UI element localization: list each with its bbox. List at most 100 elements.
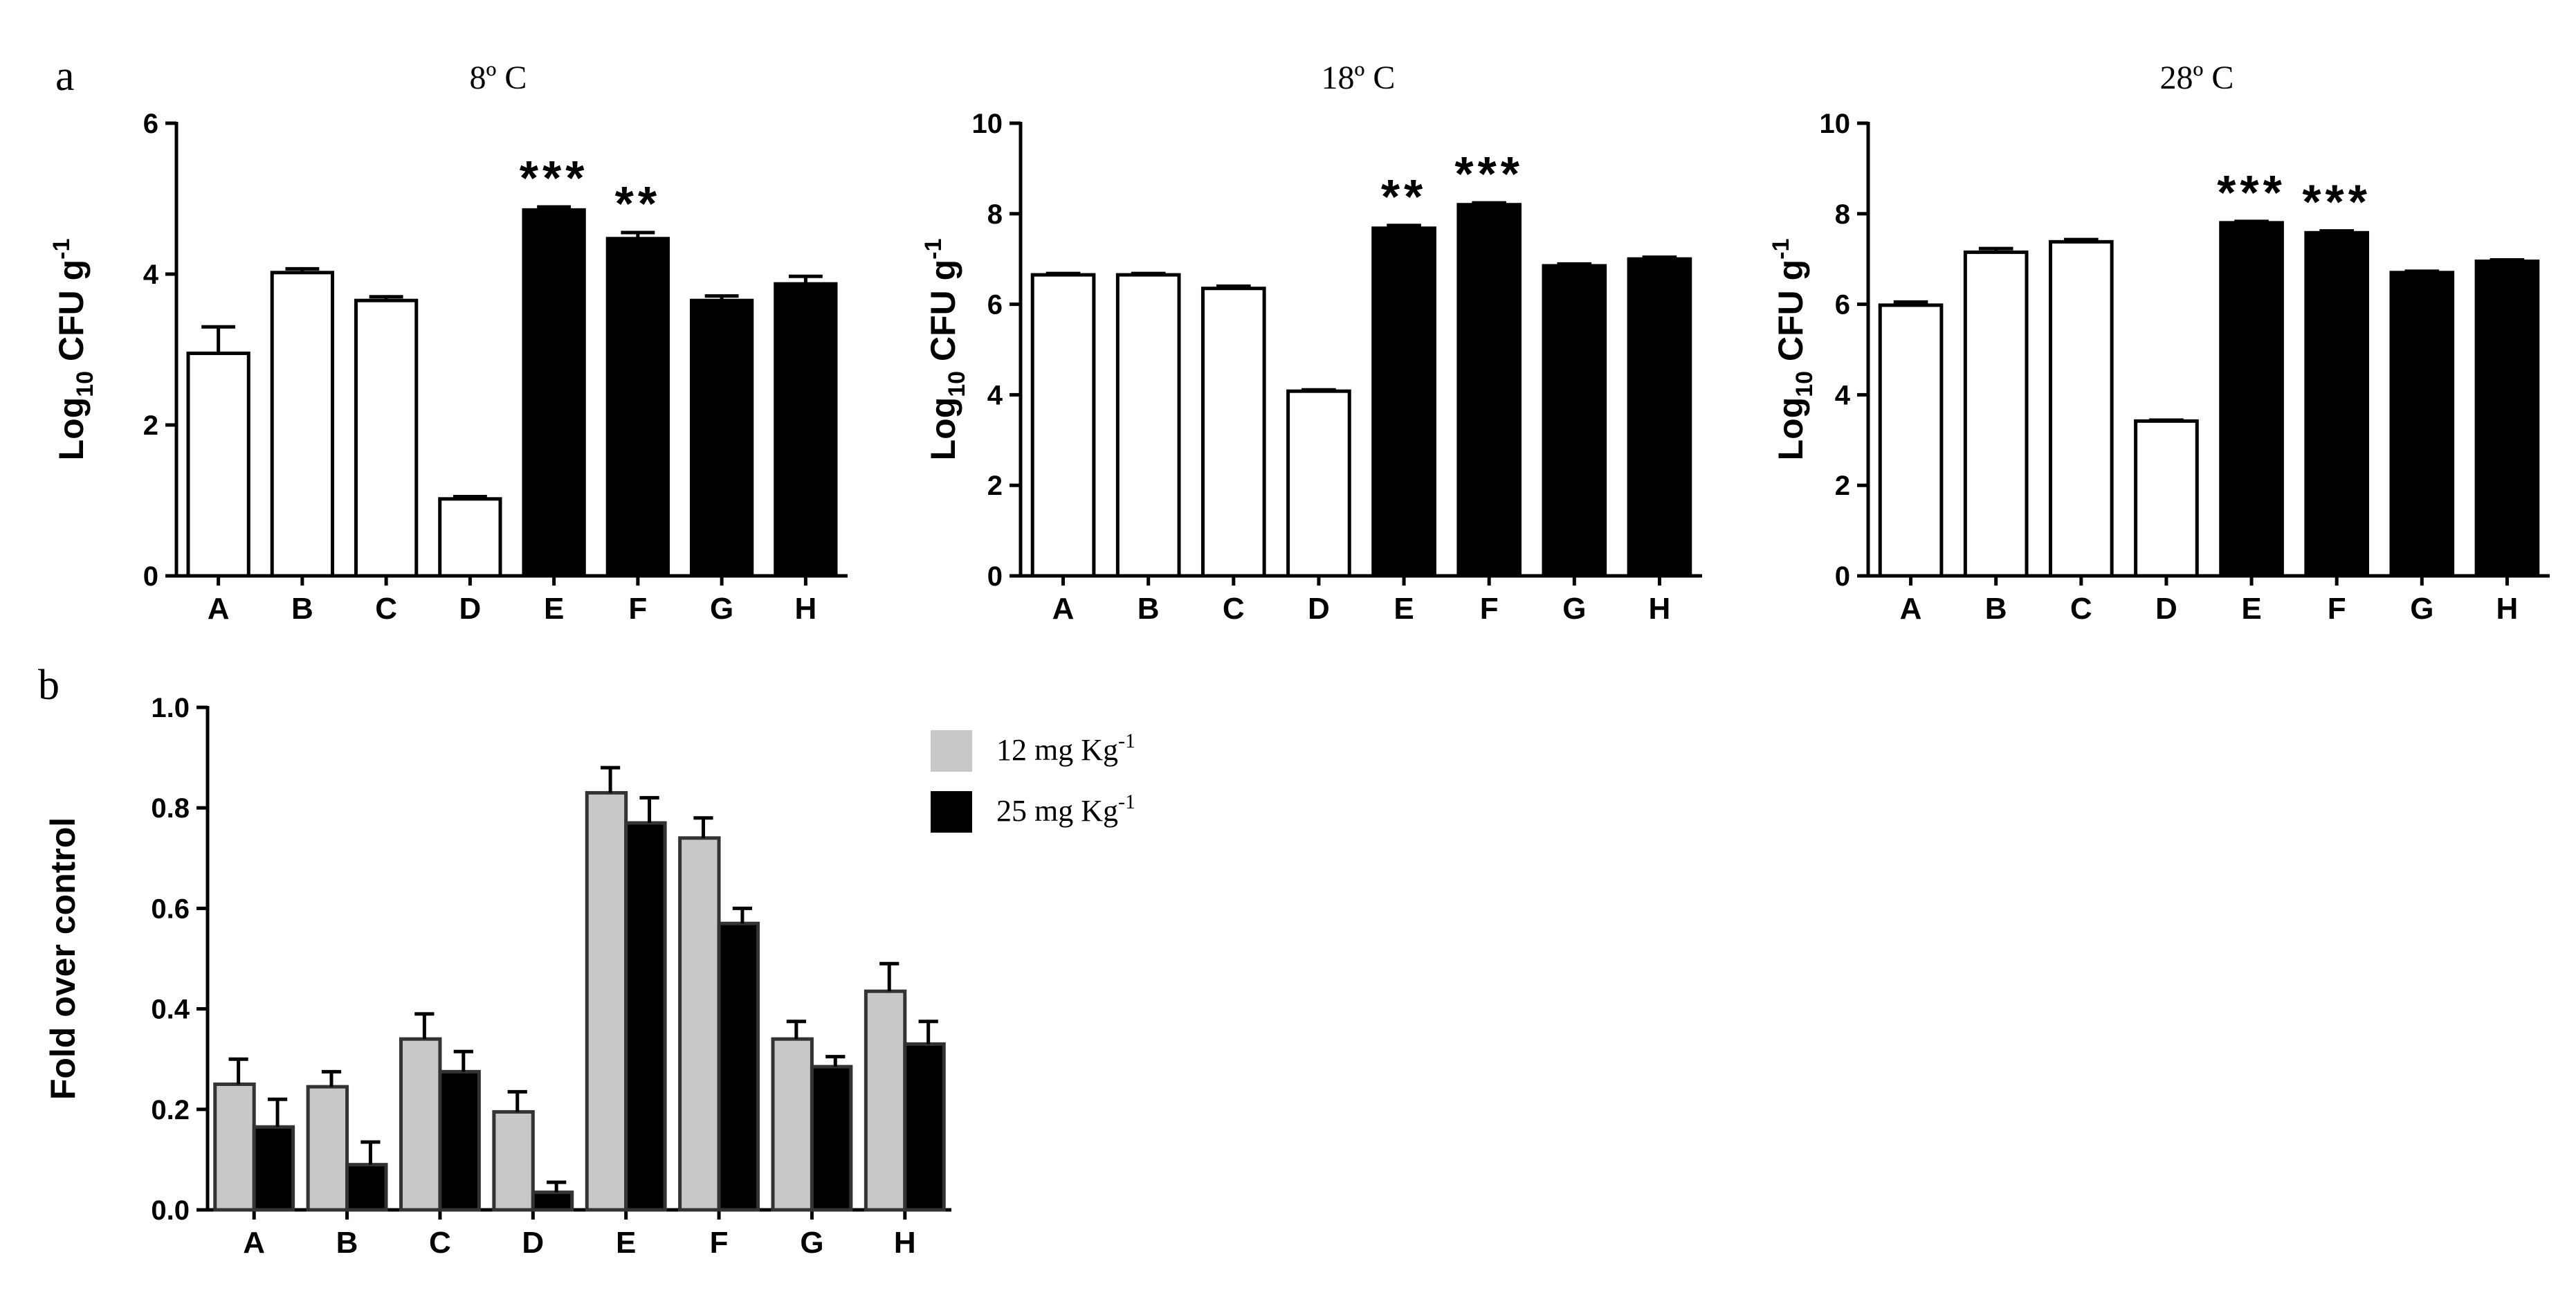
y-tick-label: 2 [1835, 471, 1850, 501]
significance-marker: *** [520, 151, 589, 205]
chart-28c: 0 2 4 6 8 10 A B C D E F G H Log10 CFU g-1 28º C *** *** [1768, 60, 2550, 626]
y-axis-label: Log10 CFU g-1 [1768, 239, 1818, 461]
bar-H-series-0 [864, 989, 907, 1212]
x-tick-label: F [628, 592, 647, 626]
x-tick-label: F [2328, 592, 2346, 626]
bar-C [1200, 287, 1266, 578]
y-tick-label: 0.0 [151, 1195, 190, 1226]
x-tick-label: E [1394, 592, 1414, 626]
bar-C [354, 298, 419, 578]
y-tick-label: 1.0 [151, 693, 190, 723]
chart-fold-over-control: 0.0 0.2 0.4 0.6 0.8 1.0 A B C D E F G H Fold over cont… [44, 693, 951, 1260]
bar-F-series-0 [678, 836, 721, 1212]
bar-A-series-0 [213, 1083, 256, 1212]
x-tick-label: G [1562, 592, 1586, 626]
y-tick-label: 0 [143, 561, 158, 592]
x-tick-label: B [1138, 592, 1160, 626]
bar-F-series-1 [717, 921, 760, 1212]
bar-H [1627, 257, 1692, 578]
bar-F [605, 237, 670, 578]
y-tick-label: 8 [1835, 199, 1850, 230]
x-tick-label: D [522, 1226, 544, 1260]
x-tick-label: C [429, 1226, 451, 1260]
x-tick-label: B [291, 592, 313, 626]
bar-E-series-0 [585, 790, 628, 1212]
y-tick-label: 0.4 [151, 995, 190, 1025]
bar-B [1963, 250, 2029, 578]
x-tick-label: G [710, 592, 733, 626]
legend-swatch-25mg [931, 791, 972, 833]
y-tick-label: 4 [1835, 380, 1851, 410]
bar-G [2389, 271, 2455, 578]
x-tick-label: D [1308, 592, 1330, 626]
x-tick-label: A [1900, 592, 1922, 626]
bar-G-series-1 [810, 1065, 853, 1212]
y-tick-label: 6 [987, 290, 1003, 320]
chart-title: 8º C [470, 60, 527, 96]
y-tick-label: 0.8 [151, 793, 190, 824]
significance-marker: ** [1381, 170, 1427, 224]
bar-H [774, 282, 838, 578]
chart-title: 18º C [1322, 60, 1396, 96]
bar-E [522, 208, 586, 578]
y-axis-label: Log10 CFU g-1 [920, 239, 970, 461]
x-tick-label: H [794, 592, 816, 626]
y-tick-label: 2 [143, 410, 158, 441]
bar-D-series-1 [531, 1190, 574, 1212]
significance-marker: *** [1454, 147, 1524, 201]
x-tick-label: A [208, 592, 230, 626]
bar-C-series-0 [399, 1037, 442, 1212]
x-tick-label: F [1480, 592, 1499, 626]
bar-D [2134, 419, 2199, 578]
x-tick-label: D [459, 592, 481, 626]
bar-C [2048, 239, 2114, 578]
bar-A [1878, 303, 1944, 578]
bar-B [270, 271, 335, 578]
bar-B [1115, 273, 1181, 578]
x-tick-label: G [2410, 592, 2433, 626]
x-tick-label: B [336, 1226, 358, 1260]
bar-A [186, 351, 250, 578]
bar-H-series-1 [903, 1042, 946, 1212]
x-tick-label: D [2155, 592, 2177, 626]
x-tick-label: C [1223, 592, 1245, 626]
x-tick-label: E [2241, 592, 2261, 626]
y-tick-label: 4 [987, 380, 1003, 410]
bar-B-series-0 [306, 1085, 349, 1212]
significance-marker: *** [2217, 165, 2286, 219]
significance-marker: *** [2302, 175, 2371, 229]
y-tick-label: 10 [972, 109, 1003, 139]
y-tick-label: 2 [987, 471, 1003, 501]
y-tick-label: 8 [987, 199, 1003, 230]
bar-G [1542, 264, 1607, 578]
x-tick-label: A [243, 1226, 265, 1260]
y-tick-label: 6 [143, 109, 158, 139]
panel-label-b: b [38, 662, 60, 709]
x-tick-label: F [710, 1226, 729, 1260]
legend: 12 mg Kg-1 25 mg Kg-1 [931, 730, 1135, 833]
x-tick-label: G [800, 1226, 823, 1260]
x-tick-label: E [544, 592, 564, 626]
y-tick-label: 6 [1835, 290, 1850, 320]
x-tick-label: H [894, 1226, 916, 1260]
bar-F [1456, 203, 1522, 578]
y-tick-label: 4 [143, 260, 159, 290]
bar-A-series-1 [252, 1125, 295, 1212]
bar-E-series-1 [624, 821, 667, 1212]
bar-E [1371, 226, 1436, 578]
x-tick-label: E [616, 1226, 636, 1260]
y-axis-label: Log10 CFU g-1 [48, 239, 98, 461]
significance-marker: ** [615, 176, 661, 230]
bar-C-series-1 [438, 1069, 481, 1212]
y-tick-label: 0.6 [151, 894, 190, 924]
y-tick-label: 10 [1820, 109, 1851, 139]
bar-G-series-0 [771, 1037, 814, 1212]
bar-G [689, 298, 754, 578]
y-tick-label: 0 [1835, 561, 1850, 592]
y-tick-label: 0.2 [151, 1095, 190, 1125]
bar-E [2219, 221, 2284, 578]
legend-swatch-12mg [931, 730, 972, 772]
x-tick-label: H [1649, 592, 1671, 626]
